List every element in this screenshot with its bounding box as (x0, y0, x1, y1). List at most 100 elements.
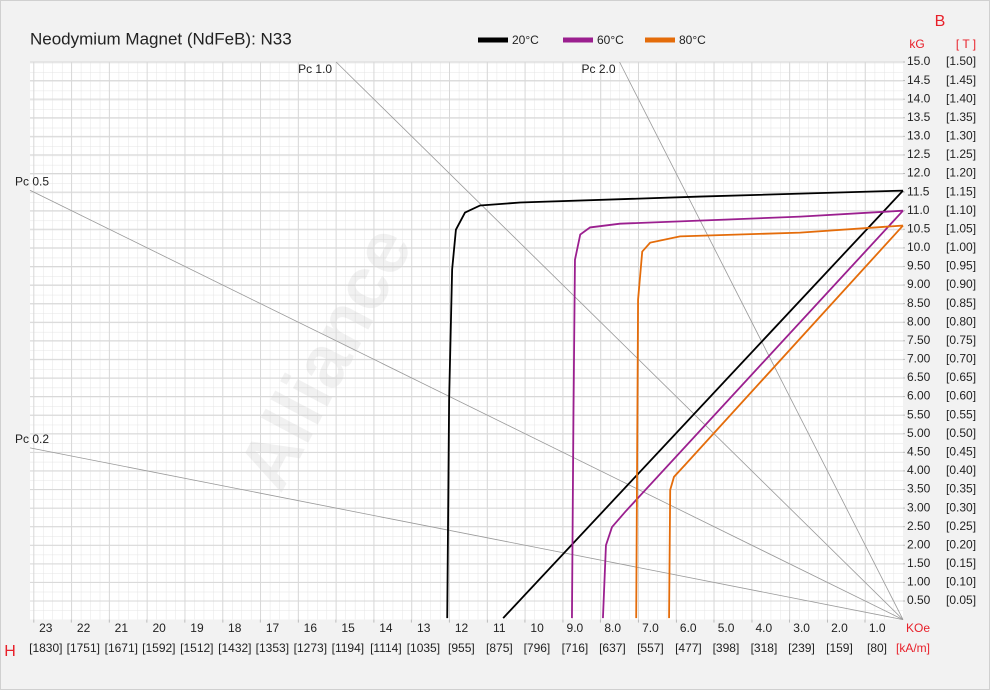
x2-tick-label: [875] (486, 641, 513, 655)
x2-tick-label: [318] (751, 641, 778, 655)
y2-tick-label: [0.85] (946, 296, 976, 310)
y-tick-label: 7.50 (907, 333, 931, 347)
x2-tick-label: [955] (448, 641, 475, 655)
y-tick-label: 14.5 (907, 73, 931, 87)
y2-tick-label: [0.15] (946, 556, 976, 570)
y-tick-label: 3.50 (907, 482, 931, 496)
x2-tick-label: [557] (637, 641, 664, 655)
curve (602, 210, 904, 619)
x2-tick-label: [398] (713, 641, 740, 655)
x2-tick-label: [1432] (218, 641, 251, 655)
x2-tick-label: [796] (524, 641, 551, 655)
x-tick-label: 17 (266, 621, 280, 635)
y2-tick-label: [1.15] (946, 184, 976, 198)
y-unit: kG (909, 37, 924, 51)
y-tick-label: 10.0 (907, 240, 931, 254)
curve (635, 224, 904, 619)
x-tick-label: 23 (39, 621, 53, 635)
y2-tick-label: [1.30] (946, 129, 976, 143)
x-tick-label: 9.0 (567, 621, 584, 635)
load-line (29, 447, 904, 620)
legend-label: 60°C (597, 33, 624, 47)
y2-tick-label: [0.40] (946, 463, 976, 477)
y2-tick-label: [0.05] (946, 593, 976, 607)
x2-unit: [kA/m] (896, 641, 930, 655)
y2-tick-label: [1.50] (946, 54, 976, 68)
y2-tick-label: [1.05] (946, 221, 976, 235)
x-tick-label: 16 (304, 621, 318, 635)
x2-tick-label: [637] (599, 641, 626, 655)
y2-tick-label: [0.60] (946, 389, 976, 403)
load-line-label: Pc 0.2 (15, 432, 49, 446)
x2-tick-label: [716] (562, 641, 589, 655)
y2-tick-label: [0.10] (946, 575, 976, 589)
load-line (29, 189, 904, 620)
y-tick-label: 0.50 (907, 593, 931, 607)
x-tick-label: 15 (341, 621, 355, 635)
x-tick-label: 6.0 (680, 621, 697, 635)
y2-tick-label: [0.95] (946, 259, 976, 273)
x-tick-label: 20 (152, 621, 166, 635)
x-tick-label: 4.0 (755, 621, 772, 635)
y2-tick-label: [1.20] (946, 166, 976, 180)
x2-tick-label: [1512] (180, 641, 213, 655)
y-tick-label: 8.00 (907, 314, 931, 328)
x2-tick-label: [1671] (105, 641, 138, 655)
y-tick-label: 1.00 (907, 575, 931, 589)
x2-tick-label: [239] (788, 641, 815, 655)
curve (668, 224, 904, 619)
y-tick-label: 3.00 (907, 500, 931, 514)
x2-tick-label: [159] (826, 641, 853, 655)
y-tick-label: 11.5 (907, 184, 930, 198)
y2-tick-label: [1.45] (946, 73, 976, 87)
y2-tick-label: [0.45] (946, 444, 976, 458)
curve (446, 189, 904, 619)
y2-tick-label: [1.40] (946, 91, 976, 105)
x-tick-label: 11 (493, 621, 506, 635)
y-tick-label: 8.50 (907, 296, 931, 310)
y-tick-label: 4.00 (907, 463, 931, 477)
x-tick-label: 5.0 (718, 621, 735, 635)
x-tick-label: 19 (190, 621, 204, 635)
x-tick-label: 22 (77, 621, 91, 635)
x-tick-label: 13 (417, 621, 431, 635)
y-tick-label: 10.5 (907, 221, 931, 235)
y2-tick-label: [0.35] (946, 482, 976, 496)
y2-tick-label: [1.35] (946, 110, 976, 124)
x2-tick-label: [1194] (332, 641, 364, 655)
y2-tick-label: [0.65] (946, 370, 976, 384)
x-tick-label: 21 (115, 621, 129, 635)
curve (502, 190, 904, 619)
x2-tick-label: [1114] (370, 641, 402, 655)
y2-tick-label: [1.25] (946, 147, 976, 161)
y-tick-label: 15.0 (907, 54, 931, 68)
x-tick-label: 3.0 (793, 621, 810, 635)
y-tick-label: 7.00 (907, 352, 931, 366)
load-line (619, 61, 904, 620)
x2-tick-label: [1751] (67, 641, 100, 655)
x-tick-label: 8.0 (604, 621, 621, 635)
y-tick-label: 5.50 (907, 407, 931, 421)
y2-tick-label: [0.20] (946, 537, 976, 551)
x-tick-label: 2.0 (831, 621, 848, 635)
chart-title: Neodymium Magnet (NdFeB): N33 (30, 29, 292, 48)
y2-tick-label: [0.25] (946, 519, 976, 533)
y2-tick-label: [0.55] (946, 407, 976, 421)
load-line (335, 61, 904, 620)
y-tick-label: 11.0 (907, 203, 930, 217)
y-tick-label: 13.0 (907, 129, 931, 143)
y2-tick-label: [0.70] (946, 352, 976, 366)
y-tick-label: 6.00 (907, 389, 931, 403)
y2-tick-label: [0.90] (946, 277, 976, 291)
y2-tick-label: [0.75] (946, 333, 976, 347)
load-line-label: Pc 0.5 (15, 174, 49, 188)
curve (571, 209, 904, 619)
y-tick-label: 1.50 (907, 556, 931, 570)
y-tick-label: 4.50 (907, 444, 931, 458)
x2-tick-label: [1273] (294, 641, 327, 655)
x2-tick-label: [1830] (29, 641, 62, 655)
x2-tick-label: [1592] (142, 641, 175, 655)
y2-unit: [ T ] (956, 37, 976, 51)
y-tick-label: 12.0 (907, 166, 931, 180)
y2-tick-label: [0.50] (946, 426, 976, 440)
